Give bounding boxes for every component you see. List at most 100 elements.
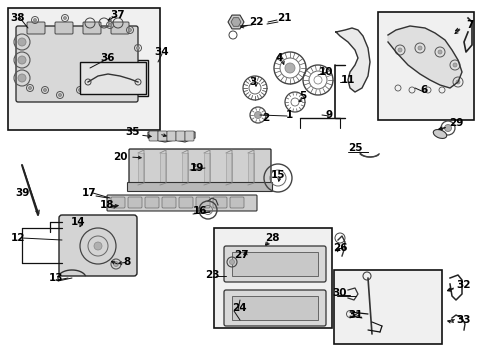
Text: 19: 19: [189, 163, 204, 173]
FancyBboxPatch shape: [128, 197, 142, 208]
Polygon shape: [230, 18, 241, 26]
Text: 34: 34: [154, 47, 169, 57]
Circle shape: [444, 125, 450, 131]
FancyBboxPatch shape: [167, 131, 176, 141]
Bar: [333, 270, 441, 344]
Circle shape: [123, 86, 126, 90]
Text: 26: 26: [332, 243, 346, 253]
Bar: [231, 252, 317, 276]
Circle shape: [94, 242, 102, 250]
Text: 29: 29: [448, 118, 462, 128]
Circle shape: [18, 74, 26, 82]
Bar: [214, 228, 331, 328]
Bar: [203, 153, 209, 183]
FancyBboxPatch shape: [196, 197, 209, 208]
FancyBboxPatch shape: [179, 197, 193, 208]
Text: 37: 37: [110, 10, 125, 20]
Bar: [138, 153, 143, 183]
Text: 35: 35: [125, 127, 140, 137]
Text: 17: 17: [81, 188, 96, 198]
Text: 32: 32: [456, 280, 470, 290]
Text: 22: 22: [248, 17, 263, 27]
Circle shape: [254, 112, 261, 118]
Circle shape: [108, 23, 111, 27]
Circle shape: [98, 84, 102, 86]
Text: 23: 23: [204, 270, 219, 280]
FancyBboxPatch shape: [224, 246, 325, 282]
FancyBboxPatch shape: [55, 22, 73, 34]
Text: 28: 28: [264, 233, 279, 243]
Text: 18: 18: [100, 200, 114, 210]
Circle shape: [18, 56, 26, 64]
Bar: [80, 62, 146, 94]
Text: 2: 2: [262, 113, 269, 123]
Text: 8: 8: [123, 257, 130, 267]
FancyBboxPatch shape: [111, 197, 125, 208]
Text: 6: 6: [420, 85, 427, 95]
Bar: [8, 8, 160, 130]
Circle shape: [43, 89, 46, 91]
Text: 16: 16: [192, 206, 207, 216]
FancyBboxPatch shape: [145, 197, 159, 208]
Circle shape: [128, 28, 131, 31]
Bar: [247, 153, 253, 183]
Bar: [78, 60, 148, 96]
Circle shape: [63, 17, 66, 19]
FancyBboxPatch shape: [16, 26, 138, 102]
Circle shape: [397, 48, 401, 52]
Circle shape: [437, 50, 441, 54]
Bar: [377, 12, 473, 120]
Text: 20: 20: [113, 152, 127, 162]
FancyBboxPatch shape: [184, 131, 194, 141]
Text: 21: 21: [276, 13, 291, 23]
Circle shape: [79, 89, 81, 91]
Text: 11: 11: [340, 75, 354, 85]
Circle shape: [113, 261, 118, 266]
FancyBboxPatch shape: [127, 183, 272, 192]
Polygon shape: [387, 26, 461, 88]
Bar: [225, 153, 231, 183]
Circle shape: [18, 38, 26, 46]
Text: 7: 7: [466, 20, 473, 30]
Polygon shape: [335, 28, 369, 92]
FancyBboxPatch shape: [149, 131, 158, 141]
Polygon shape: [148, 132, 195, 142]
FancyBboxPatch shape: [213, 197, 226, 208]
Text: 13: 13: [49, 273, 63, 283]
FancyBboxPatch shape: [162, 197, 176, 208]
Text: 10: 10: [318, 67, 332, 77]
FancyBboxPatch shape: [176, 131, 184, 141]
Text: 36: 36: [101, 53, 115, 63]
Polygon shape: [227, 15, 244, 29]
Text: 15: 15: [270, 170, 285, 180]
Text: 30: 30: [332, 288, 346, 298]
Bar: [182, 153, 187, 183]
Text: 4: 4: [275, 53, 282, 63]
Circle shape: [59, 94, 61, 96]
FancyBboxPatch shape: [224, 290, 325, 326]
Text: 27: 27: [233, 250, 248, 260]
Text: 31: 31: [348, 310, 363, 320]
Text: 38: 38: [11, 13, 25, 23]
Text: 33: 33: [456, 315, 470, 325]
Text: 39: 39: [15, 188, 29, 198]
Ellipse shape: [432, 130, 446, 139]
FancyBboxPatch shape: [59, 215, 137, 276]
FancyBboxPatch shape: [129, 149, 270, 186]
Circle shape: [417, 46, 421, 50]
FancyBboxPatch shape: [107, 195, 257, 211]
Circle shape: [136, 46, 139, 49]
Text: 14: 14: [71, 217, 85, 227]
Circle shape: [138, 68, 141, 72]
Circle shape: [28, 86, 31, 90]
FancyBboxPatch shape: [158, 131, 167, 141]
Text: 5: 5: [299, 91, 306, 101]
Circle shape: [452, 63, 456, 67]
Circle shape: [455, 80, 459, 84]
Text: 1: 1: [285, 110, 292, 120]
Text: 12: 12: [11, 233, 25, 243]
Bar: [231, 296, 317, 320]
FancyBboxPatch shape: [229, 197, 244, 208]
FancyBboxPatch shape: [27, 22, 45, 34]
Circle shape: [285, 63, 294, 73]
